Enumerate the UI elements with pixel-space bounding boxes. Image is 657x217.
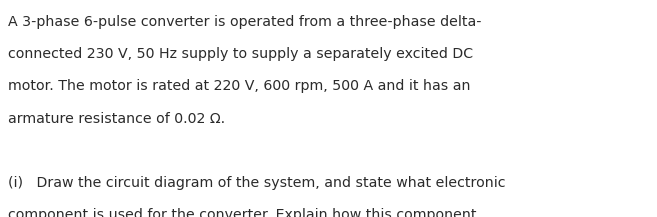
Text: component is used for the converter. Explain how this component: component is used for the converter. Exp… <box>8 208 476 217</box>
Text: (i)   Draw the circuit diagram of the system, and state what electronic: (i) Draw the circuit diagram of the syst… <box>8 176 505 190</box>
Text: armature resistance of 0.02 Ω.: armature resistance of 0.02 Ω. <box>8 112 225 126</box>
Text: motor. The motor is rated at 220 V, 600 rpm, 500 A and it has an: motor. The motor is rated at 220 V, 600 … <box>8 79 470 94</box>
Text: A 3-phase 6-pulse converter is operated from a three-phase delta-: A 3-phase 6-pulse converter is operated … <box>8 15 482 29</box>
Text: connected 230 V, 50 Hz supply to supply a separately excited DC: connected 230 V, 50 Hz supply to supply … <box>8 47 473 61</box>
